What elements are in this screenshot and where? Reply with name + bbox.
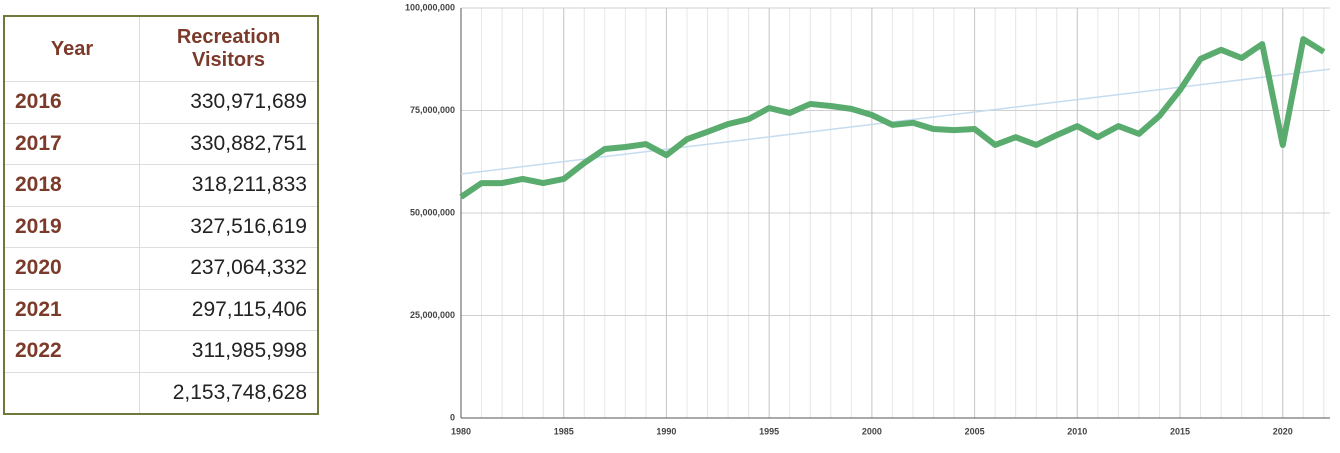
year-cell: 2016 bbox=[3, 81, 140, 124]
visitors-cell: 311,985,998 bbox=[139, 330, 319, 373]
total-cell: 2,153,748,628 bbox=[139, 371, 319, 415]
visitors-cell: 237,064,332 bbox=[139, 247, 319, 290]
x-tick-label: 1985 bbox=[554, 426, 574, 436]
empty-cell bbox=[3, 371, 140, 415]
x-tick-label: 1980 bbox=[451, 426, 471, 436]
y-tick-label: 50,000,000 bbox=[410, 207, 455, 217]
x-tick-label: 1990 bbox=[656, 426, 676, 436]
data-line bbox=[459, 36, 1326, 200]
visitors-cell: 330,882,751 bbox=[139, 122, 319, 165]
y-tick-label: 0 bbox=[450, 412, 455, 422]
y-tick-label: 25,000,000 bbox=[410, 310, 455, 320]
visitors-table: Year Recreation Visitors 2016 330,971,689… bbox=[3, 15, 319, 415]
x-tick-label: 1995 bbox=[759, 426, 779, 436]
year-cell: 2018 bbox=[3, 164, 140, 207]
x-tick-label: 2015 bbox=[1170, 426, 1190, 436]
x-tick-label: 2000 bbox=[862, 426, 882, 436]
year-cell: 2021 bbox=[3, 288, 140, 331]
x-tick-label: 2010 bbox=[1067, 426, 1087, 436]
year-cell: 2017 bbox=[3, 122, 140, 165]
y-tick-label: 100,000,000 bbox=[405, 2, 455, 12]
x-tick-label: 2020 bbox=[1273, 426, 1293, 436]
header: Year bbox=[3, 15, 140, 82]
header: Recreation Visitors bbox=[139, 15, 319, 82]
year-cell: 2019 bbox=[3, 205, 140, 248]
x-tick-label: 2005 bbox=[965, 426, 985, 436]
year-cell: 2020 bbox=[3, 247, 140, 290]
visitors-cell: 297,115,406 bbox=[139, 288, 319, 331]
visitors-cell: 327,516,619 bbox=[139, 205, 319, 248]
y-tick-label: 75,000,000 bbox=[410, 105, 455, 115]
